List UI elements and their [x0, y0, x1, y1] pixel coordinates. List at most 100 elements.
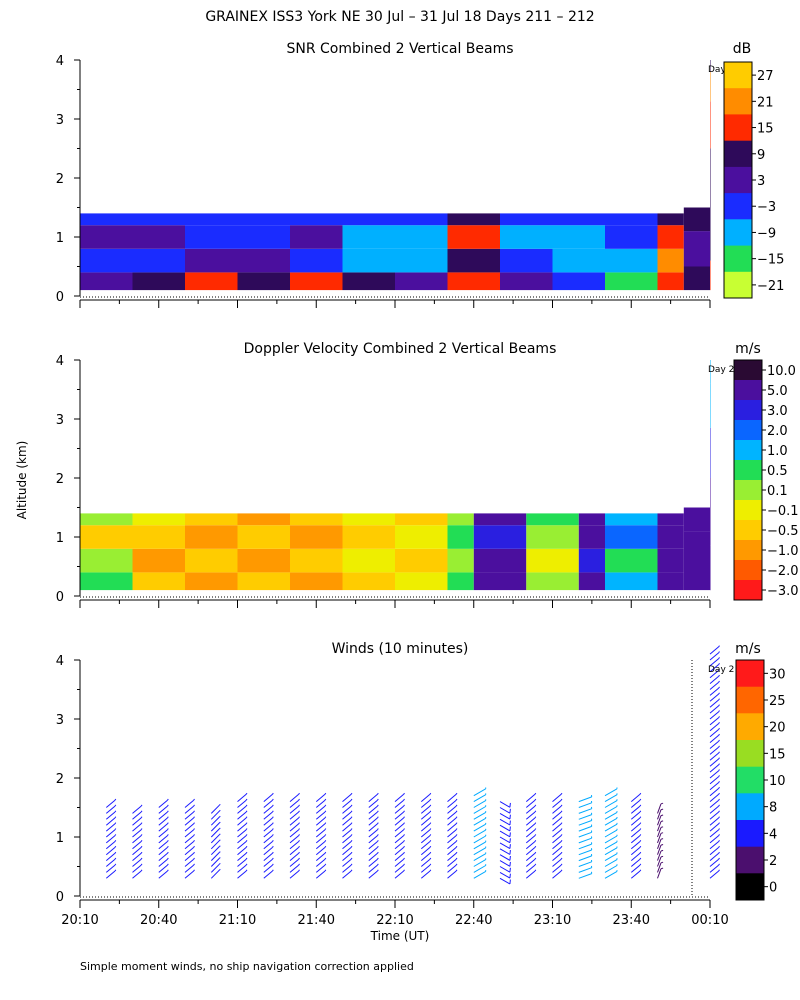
wind-barb-flag — [403, 840, 405, 842]
wind-barb-flag — [298, 863, 300, 866]
wind-barb-flag — [167, 851, 169, 854]
wind-barb-flag — [167, 869, 169, 872]
colorbar-swatch — [734, 400, 762, 421]
wind-barb-flag — [560, 840, 563, 842]
wind-barb-flag — [350, 834, 353, 836]
wind-barb — [263, 852, 273, 861]
wind-barb — [499, 854, 511, 861]
wind-barb — [237, 835, 247, 844]
wind-barb — [420, 835, 431, 844]
wind-barb-flag — [298, 845, 300, 848]
wind-barb-flag — [114, 840, 117, 842]
wind-barb — [525, 852, 536, 861]
wind-barb-flag — [718, 722, 720, 724]
heatmap-cell — [473, 548, 527, 573]
wind-barb-flag — [660, 808, 664, 811]
y-tick-label: 0 — [56, 290, 64, 305]
wind-barb — [447, 793, 457, 802]
wind-barb — [709, 670, 720, 679]
wind-barb — [105, 847, 116, 856]
wind-barb — [368, 841, 378, 850]
wind-barb — [447, 852, 457, 861]
wind-barb — [105, 870, 116, 879]
wind-barb — [210, 852, 220, 861]
wind-barb-flag — [114, 869, 117, 872]
wind-barb-flag — [218, 839, 221, 842]
colorbar-swatch — [724, 271, 752, 299]
wind-barb-flag — [350, 816, 353, 819]
wind-barb — [709, 664, 720, 673]
colorbar-label: 0.5 — [767, 464, 788, 479]
wind-barb — [473, 841, 486, 850]
wind-barb-flag — [639, 863, 642, 866]
wind-barb — [132, 817, 142, 826]
wind-barb-flag — [324, 798, 327, 801]
wind-barb-flag — [350, 845, 353, 848]
wind-barb — [105, 805, 116, 814]
wind-barb-flag — [718, 781, 720, 783]
wind-barb-flag — [534, 851, 537, 854]
wind-barb — [315, 835, 326, 844]
heatmap-cell — [290, 525, 343, 549]
wind-barb-flag — [298, 857, 300, 860]
wind-barb — [709, 652, 720, 661]
wind-barb — [552, 841, 562, 850]
wind-barb-flag — [245, 863, 248, 866]
wind-barb — [237, 870, 247, 879]
colorbar-swatch — [736, 846, 764, 874]
wind-barb-flag — [324, 857, 327, 860]
colorbar-swatch — [734, 380, 762, 401]
wind-barb-flag — [114, 804, 117, 807]
heatmap-cell — [657, 213, 684, 226]
wind-barb — [394, 835, 405, 844]
wind-barb — [657, 856, 662, 867]
y-tick-label: 4 — [56, 654, 64, 669]
wind-barb-flag — [509, 838, 511, 843]
wind-barb-flag — [350, 798, 353, 801]
heatmap-cell — [447, 248, 500, 273]
wind-barb — [604, 788, 618, 797]
wind-barb-flag — [560, 822, 563, 825]
heatmap-cell — [605, 548, 658, 573]
wind-barb-flag — [455, 845, 458, 848]
wind-barb — [132, 841, 142, 850]
wind-barb — [184, 817, 195, 826]
heatmap-cell — [80, 572, 133, 591]
wind-barb — [289, 841, 300, 850]
wind-barb-flag — [167, 804, 169, 807]
wind-barb-flag — [509, 855, 511, 861]
wind-barb — [237, 811, 247, 820]
wind-barb — [447, 864, 457, 873]
wind-barb — [237, 793, 247, 802]
heatmap-cell — [552, 248, 605, 273]
wind-barb-flag — [429, 810, 432, 813]
wind-barb — [184, 835, 195, 844]
panel-title: Winds (10 minutes) — [332, 641, 469, 657]
wind-barb — [525, 799, 536, 808]
wind-barb — [709, 823, 720, 832]
wind-barb-flag — [272, 834, 274, 836]
wind-barb-flag — [403, 828, 405, 830]
wind-barb — [630, 847, 641, 856]
wind-barb — [604, 841, 618, 850]
wind-barb-flag — [660, 802, 664, 805]
x-tick-label: 22:10 — [376, 913, 413, 928]
heatmap-cell — [132, 248, 185, 273]
wind-barb — [132, 829, 142, 838]
wind-barb-flag — [272, 851, 274, 854]
wind-barb — [289, 823, 300, 832]
heatmap-cell — [80, 248, 133, 273]
heatmap-cell — [237, 548, 290, 573]
wind-barb-flag — [455, 810, 458, 813]
wind-barb-flag — [403, 810, 405, 813]
wind-barb-flag — [403, 834, 405, 836]
wind-barb — [709, 717, 720, 726]
colorbar-label: 1.0 — [767, 444, 788, 459]
colorbar-label: −3.0 — [767, 584, 799, 599]
colorbar-label: −1.0 — [767, 544, 799, 559]
wind-barb-flag — [272, 845, 274, 848]
wind-barb-flag — [193, 851, 195, 854]
wind-barb — [263, 811, 273, 820]
heatmap-cell — [657, 248, 684, 273]
wind-barb-flag — [509, 861, 511, 867]
